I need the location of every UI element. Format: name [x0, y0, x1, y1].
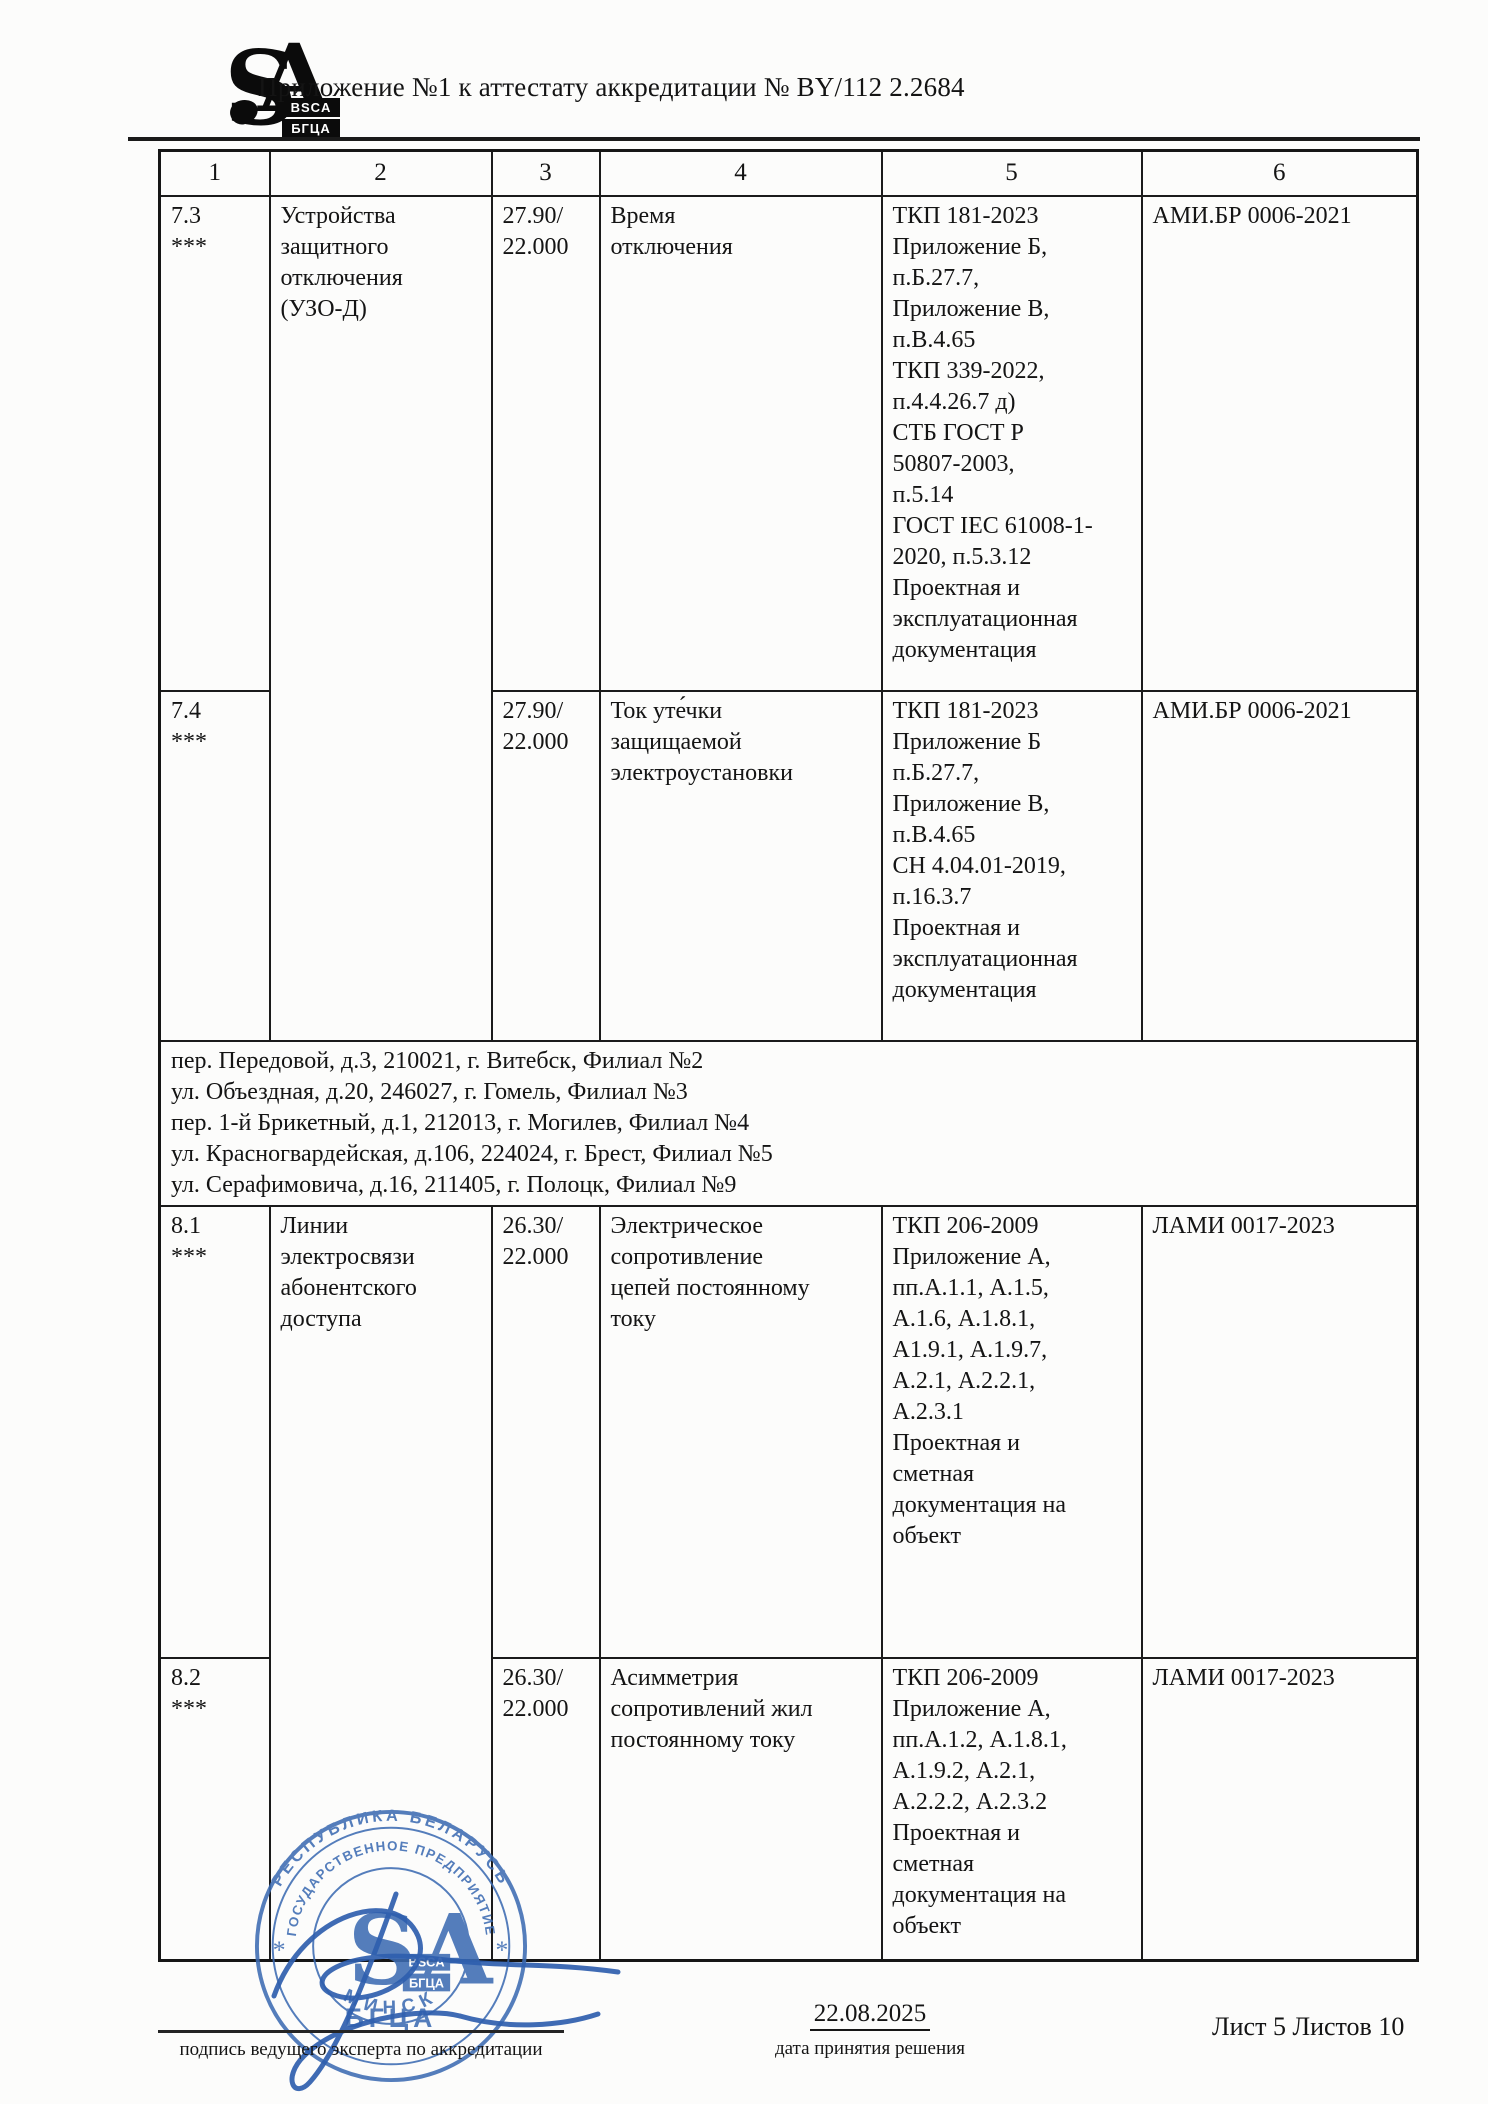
decision-date: 22.08.2025	[809, 2000, 931, 2031]
cell-8-1-object: Линии электросвязи абонентского доступа	[268, 1204, 493, 1962]
cell-8-2-okrb-code: 26.30/ 22.000	[490, 1656, 601, 1962]
cell-7-4-okrb-code: 27.90/ 22.000	[490, 689, 601, 1042]
column-header-3: 3	[490, 149, 601, 197]
stamp-center-word: БГЦА	[345, 2003, 438, 2033]
cell-8-2-number: 8.2 ***	[158, 1656, 271, 1962]
stamp-label-box-cyr	[402, 1973, 451, 1992]
page-title: Приложение №1 к аттестату аккредитации №…	[258, 72, 965, 102]
column-header-5: 5	[880, 149, 1143, 197]
cell-7-3-okrb-code: 27.90/ 22.000	[490, 194, 601, 692]
cell-7-3-documents: ТКП 181-2023 Приложение Б, п.Б.27.7, При…	[880, 194, 1143, 692]
table-row-7-4: 7.4 *** 27.90/ 22.000 Ток уте́чки защища…	[158, 689, 1419, 1042]
cell-7-3-parameter: Время отключения	[598, 194, 883, 692]
decision-date-wrap: 22.08.2025	[756, 2000, 984, 2031]
accreditation-body-logo: S A BSCA БГЦА	[224, 32, 340, 142]
table-row-addresses: пер. Передовой, д.3, 210021, г. Витебск,…	[158, 1039, 1419, 1207]
column-header-2: 2	[268, 149, 493, 197]
cell-7-4-number: 7.4 ***	[158, 689, 271, 1042]
cell-8-1-okrb-code: 26.30/ 22.000	[490, 1204, 601, 1659]
cell-8-2-method: ЛАМИ 0017-2023	[1140, 1656, 1419, 1962]
cell-7-4-method: АМИ.БР 0006-2021	[1140, 689, 1419, 1042]
stamp-city-text: МИНСК	[341, 1984, 442, 2017]
sheet-counter: Лист 5 Листов 10	[1212, 2012, 1405, 2041]
signature-line	[158, 2030, 564, 2033]
column-header-4: 4	[598, 149, 883, 197]
cell-7-3-method: АМИ.БР 0006-2021	[1140, 194, 1419, 692]
accreditation-scope-table: 1 2 3 4 5 6 7.3 *** Устройства защитного…	[158, 149, 1419, 1962]
table-header-row: 1 2 3 4 5 6	[158, 149, 1419, 197]
logo-label-bsca: BSCA	[282, 98, 340, 117]
stamp-label-cyr: БГЦА	[409, 1975, 444, 1990]
table-row-7-3: 7.3 *** Устройства защитного отключения …	[158, 194, 1419, 1042]
cell-7-4-documents: ТКП 181-2023 Приложение Б п.Б.27.7, Прил…	[880, 689, 1143, 1042]
signature-caption: подпись ведущего эксперта по аккредитаци…	[179, 2039, 543, 2060]
cell-7-3-number: 7.3 ***	[158, 194, 271, 692]
cell-8-1-method: ЛАМИ 0017-2023	[1140, 1204, 1419, 1659]
column-header-6: 6	[1140, 149, 1419, 197]
cell-8-2-parameter: Асимметрия сопротивлений жил постоянному…	[598, 1656, 883, 1962]
cell-8-1-documents: ТКП 206-2009 Приложение А, пп.А.1.1, А.1…	[880, 1204, 1143, 1659]
cell-8-1-number: 8.1 ***	[158, 1204, 271, 1659]
cell-7-3-object: Устройства защитного отключения (УЗО-Д)	[268, 194, 493, 1042]
cell-8-2-documents: ТКП 206-2009 Приложение А, пп.А.1.2, А.1…	[880, 1656, 1143, 1962]
table-row-8-1: 8.1 *** Линии электросвязи абонентского …	[158, 1204, 1419, 1962]
header-divider-rule	[128, 137, 1420, 141]
branch-address-block: пер. Передовой, д.3, 210021, г. Витебск,…	[158, 1039, 1419, 1207]
logo-label-bgca: БГЦА	[282, 119, 340, 138]
decision-date-caption: дата принятия решения	[774, 2038, 966, 2059]
cell-8-1-parameter: Электрическое сопротивление цепей постоя…	[598, 1204, 883, 1659]
table-row-8-2: 8.2 *** 26.30/ 22.000 Асимметрия сопроти…	[158, 1656, 1419, 1962]
cell-7-4-parameter: Ток уте́чки защищаемой электроустановки	[598, 689, 883, 1042]
column-header-1: 1	[158, 149, 271, 197]
